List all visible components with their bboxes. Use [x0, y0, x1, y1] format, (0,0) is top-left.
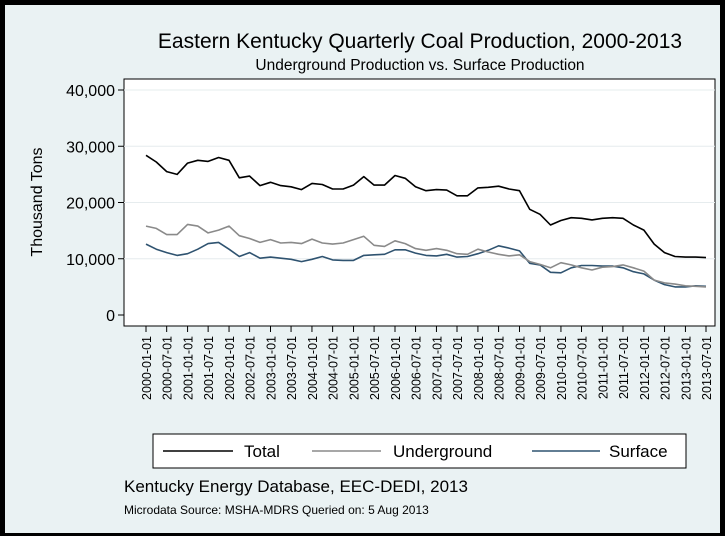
y-tick-label: 20,000	[66, 196, 115, 213]
x-tick-label: 2010-01-01	[555, 336, 569, 400]
source-query-note: Microdata Source: MSHA-MDRS Queried on: …	[124, 503, 429, 517]
x-tick-label: 2000-01-01	[140, 336, 154, 400]
x-tick-label: 2004-01-01	[306, 336, 320, 400]
x-tick-label: 2012-01-01	[638, 336, 652, 400]
x-tick-label: 2010-07-01	[576, 336, 590, 400]
x-tick-label: 2009-01-01	[513, 336, 527, 400]
x-tick-label: 2002-01-01	[223, 336, 237, 400]
x-tick-label: 2013-07-01	[700, 336, 714, 400]
x-tick-label: 2011-01-01	[596, 336, 610, 399]
x-tick-label: 2007-01-01	[430, 336, 444, 400]
x-tick-label: 2006-01-01	[389, 336, 403, 400]
series-line-total	[145, 154, 707, 259]
legend-label-total: Total	[244, 442, 280, 461]
y-tick-label: 10,000	[66, 252, 115, 269]
x-tick-label: 2011-07-01	[617, 336, 631, 399]
x-tick-label: 2000-07-01	[161, 336, 175, 400]
x-tick-label: 2013-01-01	[679, 336, 693, 400]
series-line-underground	[145, 223, 707, 288]
x-tick-label: 2007-07-01	[451, 336, 465, 400]
x-tick-label: 2003-01-01	[264, 336, 278, 400]
x-tick-label: 2003-07-01	[285, 336, 299, 400]
x-tick-label: 2001-01-01	[182, 336, 196, 400]
x-tick-label: 2012-07-01	[659, 336, 673, 400]
y-tick-label: 40,000	[66, 83, 115, 100]
x-tick-label: 2008-01-01	[472, 336, 486, 400]
x-tick-label: 2002-07-01	[244, 336, 258, 400]
x-tick-label: 2009-07-01	[534, 336, 548, 400]
x-tick-label: 2001-07-01	[202, 336, 216, 400]
chart-subtitle: Underground Production vs. Surface Produ…	[255, 57, 584, 74]
x-tick-label: 2006-07-01	[410, 336, 424, 400]
x-tick-label: 2005-01-01	[348, 336, 362, 400]
y-tick-label: 30,000	[66, 139, 115, 156]
legend-label-surface: Surface	[609, 442, 668, 461]
chart-title: Eastern Kentucky Quarterly Coal Producti…	[158, 30, 682, 53]
y-tick-label: 0	[106, 308, 115, 325]
source-credit: Kentucky Energy Database, EEC-DEDI, 2013	[124, 477, 468, 496]
x-tick-label: 2004-07-01	[327, 336, 341, 400]
y-axis-label: Thousand Tons	[29, 147, 46, 256]
x-tick-label: 2008-07-01	[493, 336, 507, 400]
x-tick-label: 2005-07-01	[368, 336, 382, 400]
legend-label-underground: Underground	[393, 442, 492, 461]
